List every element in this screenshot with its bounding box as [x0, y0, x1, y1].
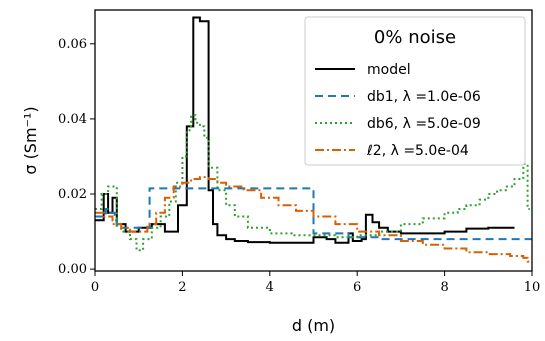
legend-title: 0% noise: [374, 27, 456, 48]
x-tick-label: 0: [91, 280, 99, 295]
legend-label-3: db6, λ =5.0e-09: [367, 116, 481, 132]
series-line-1: [95, 16, 515, 244]
y-tick-label: 0.00: [58, 262, 87, 277]
x-axis-label: d (m): [292, 316, 335, 335]
series-layer: [95, 16, 532, 263]
legend-label-1: model: [367, 62, 411, 78]
legend-box: [304, 16, 526, 166]
x-tick-label: 2: [178, 280, 186, 295]
legend-label-4: ℓ2, λ =5.0e-04: [366, 143, 469, 159]
x-tick-label: 10: [524, 280, 541, 295]
x-tick-label: 4: [266, 280, 274, 295]
y-tick-label: 0.02: [58, 187, 87, 202]
x-tick-label: 8: [440, 280, 448, 295]
legend-label-2: db1, λ =1.0e-06: [367, 89, 481, 105]
y-tick-label: 0.06: [58, 37, 87, 52]
y-tick-label: 0.04: [58, 112, 87, 127]
y-axis-label: σ (Sm⁻¹): [21, 106, 40, 174]
plot-frame: [94, 9, 533, 272]
tick-layer: 0 2 4 6 8 10 0.00 0.02 0.04 0.06: [58, 37, 540, 295]
x-tick-label: 6: [353, 280, 361, 295]
legend: 0% noise model db1, λ =1.0e-06 db6, λ =5.0…: [304, 16, 526, 166]
series-line-4: [95, 176, 530, 263]
